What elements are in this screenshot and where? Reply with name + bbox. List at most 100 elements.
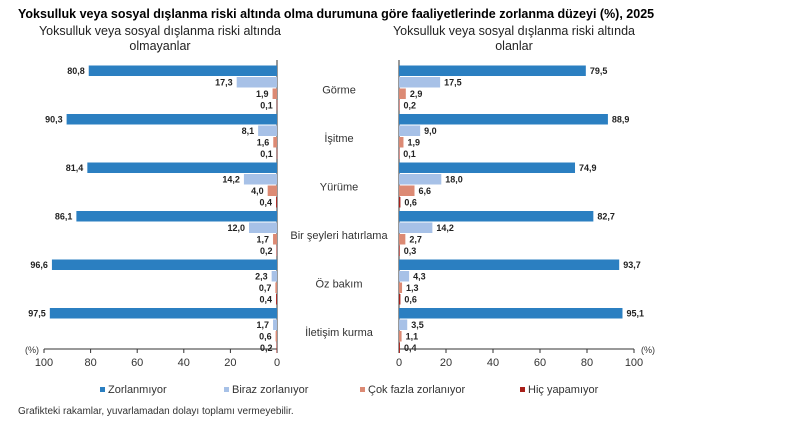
left-subtitle-line1: Yoksulluk veya sosyal dışlanma riski alt… <box>39 24 281 38</box>
bar-hiç-yapamıyor <box>276 245 278 256</box>
legend-item: Biraz zorlanıyor <box>232 384 309 396</box>
bar-biraz-zorlanıyor <box>271 271 277 282</box>
left-subtitle-line2: olmayanlar <box>129 39 190 53</box>
data-label: 1,6 <box>257 138 270 148</box>
bar-çok-fazla-zorlanıyor <box>273 137 277 148</box>
data-label: 1,1 <box>406 332 419 342</box>
data-label: 1,9 <box>256 89 269 99</box>
unit-label: (%) <box>641 345 655 355</box>
data-label: 14,2 <box>222 175 240 185</box>
data-label: 0,7 <box>259 283 272 293</box>
x-tick-label: 20 <box>224 357 236 369</box>
bar-zorlanmıyor <box>87 162 277 173</box>
data-label: 2,9 <box>410 89 423 99</box>
category-label: Bir şeyleri hatırlama <box>290 230 388 242</box>
bar-biraz-zorlanıyor <box>399 174 442 185</box>
bar-biraz-zorlanıyor <box>273 319 277 330</box>
bar-çok-fazla-zorlanıyor <box>399 234 406 245</box>
bar-biraz-zorlanıyor <box>249 222 277 233</box>
legend-swatch <box>360 387 365 392</box>
legend-item: Hiç yapamıyor <box>528 384 599 396</box>
legend-swatch <box>100 387 105 392</box>
data-label: 4,0 <box>251 186 264 196</box>
category-label: İletişim kurma <box>305 326 374 339</box>
data-label: 96,6 <box>30 260 48 270</box>
data-label: 18,0 <box>445 175 463 185</box>
bar-biraz-zorlanıyor <box>399 77 441 88</box>
data-label: 80,8 <box>67 66 85 76</box>
data-label: 1,9 <box>407 138 420 148</box>
data-label: 0,2 <box>403 101 416 111</box>
bar-zorlanmıyor <box>399 162 576 173</box>
x-tick-label: 20 <box>440 357 452 369</box>
x-tick-label: 100 <box>625 357 643 369</box>
data-label: 0,4 <box>260 198 273 208</box>
bar-biraz-zorlanıyor <box>243 174 277 185</box>
bar-hiç-yapamıyor <box>399 342 400 353</box>
bar-çok-fazla-zorlanıyor <box>273 234 277 245</box>
data-label: 12,0 <box>228 223 246 233</box>
legend-swatch <box>520 387 525 392</box>
data-label: 0,4 <box>260 295 273 305</box>
right-subtitle-line1: Yoksulluk veya sosyal dışlanma riski alt… <box>393 24 635 38</box>
bar-hiç-yapamıyor <box>276 197 277 208</box>
bar-hiç-yapamıyor <box>399 100 400 111</box>
x-tick-label: 80 <box>84 357 96 369</box>
bar-biraz-zorlanıyor <box>399 125 421 136</box>
bar-çok-fazla-zorlanıyor <box>267 185 277 196</box>
bar-biraz-zorlanıyor <box>399 222 433 233</box>
bar-hiç-yapamıyor <box>399 148 400 159</box>
data-label: 0,6 <box>404 198 417 208</box>
data-label: 90,3 <box>45 115 63 125</box>
legend-swatch <box>224 387 229 392</box>
bar-hiç-yapamıyor <box>399 245 400 256</box>
category-label: Görme <box>322 84 356 96</box>
bar-zorlanmıyor <box>399 65 586 76</box>
bar-hiç-yapamıyor <box>276 294 277 305</box>
data-label: 0,4 <box>404 343 417 353</box>
data-label: 17,3 <box>215 78 233 88</box>
bar-çok-fazla-zorlanıyor <box>399 331 402 342</box>
data-label: 0,3 <box>404 246 417 256</box>
x-tick-label: 40 <box>178 357 190 369</box>
bar-biraz-zorlanıyor <box>399 319 408 330</box>
bar-hiç-yapamıyor <box>276 342 278 353</box>
unit-label: (%) <box>25 345 39 355</box>
data-label: 8,1 <box>242 126 255 136</box>
bar-biraz-zorlanıyor <box>399 271 410 282</box>
data-label: 79,5 <box>590 66 608 76</box>
bar-çok-fazla-zorlanıyor <box>275 282 277 293</box>
bar-zorlanmıyor <box>49 308 278 319</box>
bar-çok-fazla-zorlanıyor <box>399 282 403 293</box>
data-label: 9,0 <box>424 126 437 136</box>
data-label: 0,1 <box>260 101 273 111</box>
data-label: 82,7 <box>597 212 615 222</box>
data-label: 0,2 <box>260 246 273 256</box>
bar-zorlanmıyor <box>399 114 608 125</box>
bar-zorlanmıyor <box>88 65 278 76</box>
data-label: 0,2 <box>260 343 273 353</box>
bar-zorlanmıyor <box>399 259 620 270</box>
data-label: 6,6 <box>419 186 432 196</box>
bar-çok-fazla-zorlanıyor <box>399 137 404 148</box>
category-label: Yürüme <box>320 181 359 193</box>
data-label: 0,1 <box>403 149 416 159</box>
data-label: 0,6 <box>259 332 272 342</box>
data-label: 97,5 <box>28 309 46 319</box>
data-label: 0,1 <box>260 149 273 159</box>
bar-hiç-yapamıyor <box>276 100 278 111</box>
data-label: 4,3 <box>413 272 426 282</box>
x-tick-label: 100 <box>35 357 53 369</box>
x-tick-label: 60 <box>534 357 546 369</box>
x-tick-label: 40 <box>487 357 499 369</box>
bar-biraz-zorlanıyor <box>236 77 277 88</box>
bar-hiç-yapamıyor <box>276 148 278 159</box>
data-label: 1,3 <box>406 283 419 293</box>
bar-zorlanmıyor <box>76 211 278 222</box>
data-label: 95,1 <box>626 309 644 319</box>
data-label: 88,9 <box>612 115 630 125</box>
x-tick-label: 0 <box>396 357 402 369</box>
data-label: 3,5 <box>411 320 424 330</box>
